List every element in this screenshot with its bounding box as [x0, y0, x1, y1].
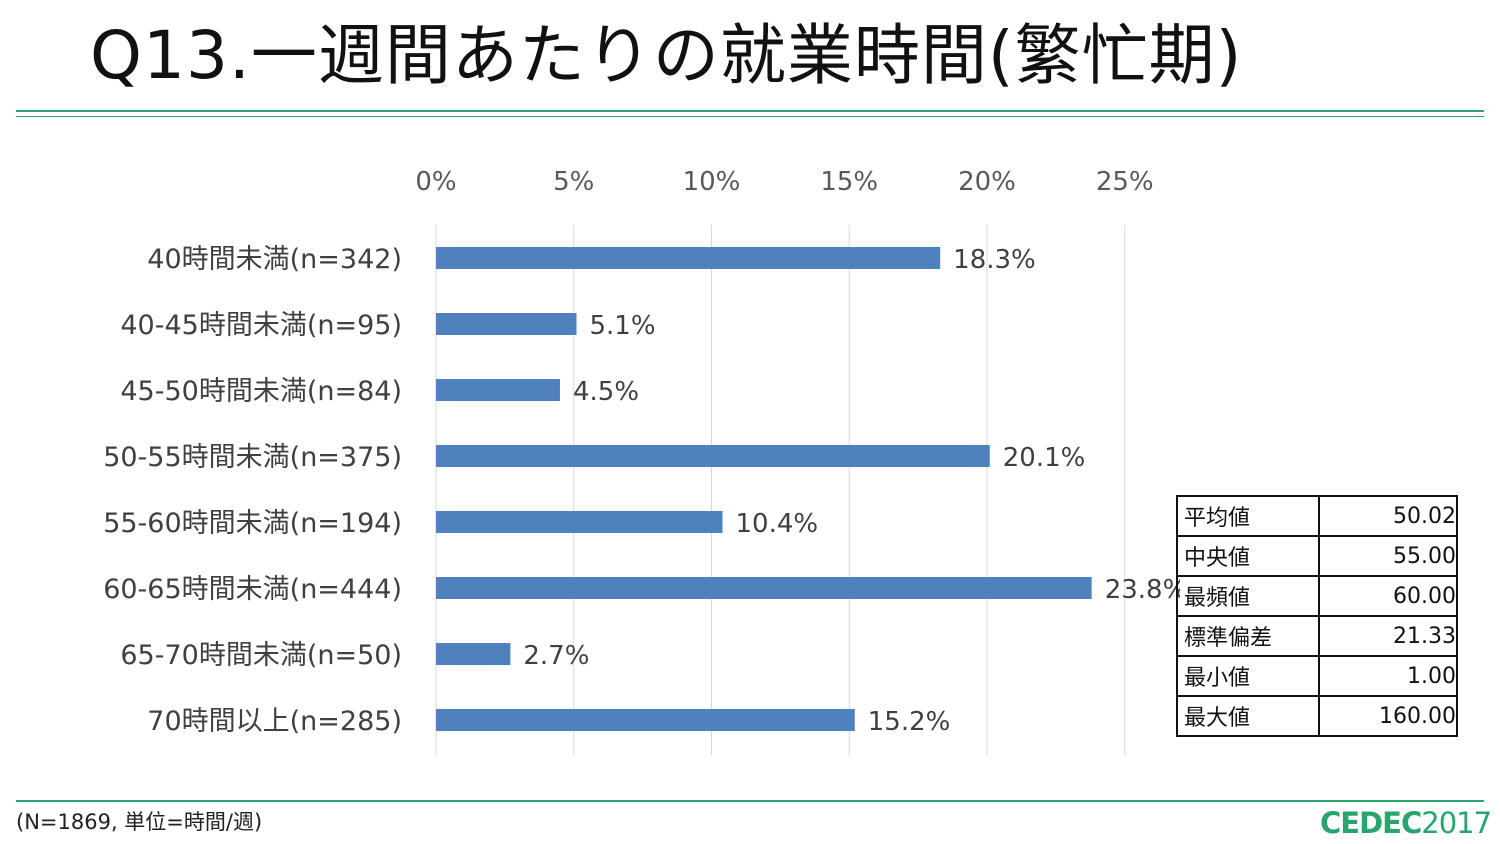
x-tick-label: 25%	[1096, 167, 1154, 197]
stat-label: 中央値	[1176, 535, 1320, 577]
title-rule	[16, 110, 1484, 112]
data-label: 15.2%	[868, 707, 951, 737]
data-label: 18.3%	[953, 245, 1036, 275]
data-label: 2.7%	[523, 641, 589, 671]
bar	[436, 445, 990, 467]
x-tick-label: 0%	[415, 167, 456, 197]
data-label: 10.4%	[736, 509, 819, 539]
bar	[436, 709, 855, 731]
category-label: 40-45時間未満(n=95)	[120, 310, 402, 341]
stats-row: 中央値 55.00	[1176, 535, 1458, 577]
bar	[436, 511, 723, 533]
title-rule-thin	[16, 116, 1484, 117]
stat-value: 60.00	[1318, 575, 1458, 617]
page-title: Q13.一週間あたりの就業時間(繁忙期)	[90, 17, 1243, 94]
bar-chart: 0% 5% 10% 15% 20% 25% 40時間未満(n=342) 18.3% 40-45時…	[103, 167, 1180, 755]
stats-row: 最小値 1.00	[1176, 655, 1458, 697]
cedec-logo: CEDEC2017	[1320, 806, 1492, 840]
stat-label: 平均値	[1176, 495, 1320, 537]
stat-value: 1.00	[1318, 655, 1458, 697]
data-label: 4.5%	[573, 377, 639, 407]
stat-label: 最小値	[1176, 655, 1320, 697]
bar	[436, 577, 1092, 599]
category-label: 70時間以上(n=285)	[147, 706, 402, 737]
stats-row: 標準偏差 21.33	[1176, 615, 1458, 657]
bar	[436, 379, 560, 401]
stat-value: 55.00	[1318, 535, 1458, 577]
category-label: 50-55時間未満(n=375)	[103, 442, 402, 473]
stat-value: 50.02	[1318, 495, 1458, 537]
category-label: 40時間未満(n=342)	[147, 244, 402, 275]
stat-label: 標準偏差	[1176, 615, 1320, 657]
category-label: 65-70時間未満(n=50)	[120, 640, 402, 671]
footnote: (N=1869, 単位=時間/週)	[16, 810, 263, 834]
stat-label: 最頻値	[1176, 575, 1320, 617]
x-tick-label: 10%	[683, 167, 741, 197]
stats-row: 最大値 160.00	[1176, 695, 1458, 737]
x-tick-label: 5%	[553, 167, 594, 197]
x-tick-label: 15%	[820, 167, 878, 197]
data-label: 5.1%	[590, 311, 656, 341]
footer-rule	[16, 800, 1484, 802]
category-label: 60-65時間未満(n=444)	[103, 574, 402, 605]
bar	[436, 247, 941, 269]
logo-text: CEDEC	[1320, 806, 1422, 840]
data-label: 20.1%	[1003, 443, 1086, 473]
stat-label: 最大値	[1176, 695, 1320, 737]
bar	[436, 313, 577, 335]
category-label: 55-60時間未満(n=194)	[103, 508, 402, 539]
logo-year: 2017	[1421, 806, 1492, 840]
data-label: 23.8%	[1105, 575, 1180, 605]
stat-value: 21.33	[1318, 615, 1458, 657]
stats-row: 平均値 50.02	[1176, 495, 1458, 537]
stats-row: 最頻値 60.00	[1176, 575, 1458, 617]
x-tick-label: 20%	[958, 167, 1016, 197]
bar	[436, 643, 511, 665]
stats-table: 平均値 50.02 中央値 55.00 最頻値 60.00 標準偏差 21.33 最小値 1.00…	[1176, 495, 1458, 737]
category-label: 45-50時間未満(n=84)	[120, 376, 402, 407]
stat-value: 160.00	[1318, 695, 1458, 737]
